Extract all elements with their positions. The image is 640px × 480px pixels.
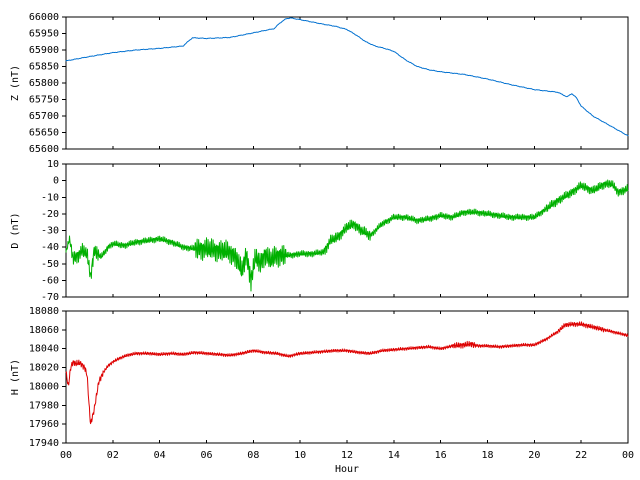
y-tick-label: 18000	[29, 381, 59, 392]
y-tick-label: 0	[53, 176, 59, 187]
x-tick-label: 12	[341, 450, 353, 461]
chart-panel-middle: -70 -60 -50 -40 -30 -20 -10 0 10 D (nT)	[10, 159, 629, 303]
x-tick-label: 20	[528, 450, 540, 461]
x-tick-label: 10	[294, 450, 306, 461]
y-tick-label: -50	[41, 259, 59, 270]
x-tick-label: 00	[60, 450, 72, 461]
x-tick-label: 06	[200, 450, 212, 461]
y-tick-label: 66000	[29, 12, 59, 23]
y-tick-label: 65750	[29, 95, 59, 106]
chart-panel-top: 65600 65650 65700 65750 65800 65850 65900 65950…	[10, 12, 629, 155]
y-tick-label: 18020	[29, 363, 59, 374]
plot-frame	[65, 16, 629, 150]
x-tick-label: 22	[575, 450, 587, 461]
y-tick-label: -40	[41, 242, 59, 253]
y-tick-label: -30	[41, 226, 59, 237]
x-tick-label: 04	[154, 450, 166, 461]
y-tick-label: 65700	[29, 111, 59, 122]
y-tick-label: 17980	[29, 400, 59, 411]
y-tick-label: 17940	[29, 438, 59, 449]
y-axis-label: Z (nT)	[10, 65, 21, 101]
y-tick-label: 65600	[29, 144, 59, 155]
y-tick-label: 18080	[29, 306, 59, 317]
plot-frame	[65, 163, 629, 298]
y-tick-label: 18060	[29, 325, 59, 336]
plot-frame	[65, 310, 629, 444]
y-tick-label: 17960	[29, 419, 59, 430]
x-tick-label: 16	[435, 450, 447, 461]
series-line-top	[65, 17, 629, 137]
y-tick-label: 65800	[29, 78, 59, 89]
chart-panel-bottom: 1794017960179801800018020180401806018080…	[10, 306, 634, 475]
x-axis-label: Hour	[335, 464, 359, 475]
y-axis-label: H (nT)	[10, 359, 21, 395]
y-tick-label: -20	[41, 209, 59, 220]
y-tick-label: 10	[47, 159, 59, 170]
y-tick-label: 65950	[29, 29, 59, 40]
y-tick-label: 65850	[29, 62, 59, 73]
y-axis-label: D (nT)	[10, 212, 21, 248]
y-tick-label: -10	[41, 192, 59, 203]
x-tick-label: 02	[107, 450, 119, 461]
y-tick-label: 65650	[29, 128, 59, 139]
x-tick-label: 08	[247, 450, 259, 461]
x-tick-label: 14	[388, 450, 400, 461]
y-tick-label: -70	[41, 292, 59, 303]
x-tick-label: 00	[622, 450, 634, 461]
x-tick-label: 18	[481, 450, 493, 461]
series-line-bottom	[65, 321, 629, 425]
series-line-middle	[65, 179, 629, 292]
y-tick-label: 65900	[29, 45, 59, 56]
y-tick-label: -60	[41, 275, 59, 286]
y-tick-label: 18040	[29, 344, 59, 355]
